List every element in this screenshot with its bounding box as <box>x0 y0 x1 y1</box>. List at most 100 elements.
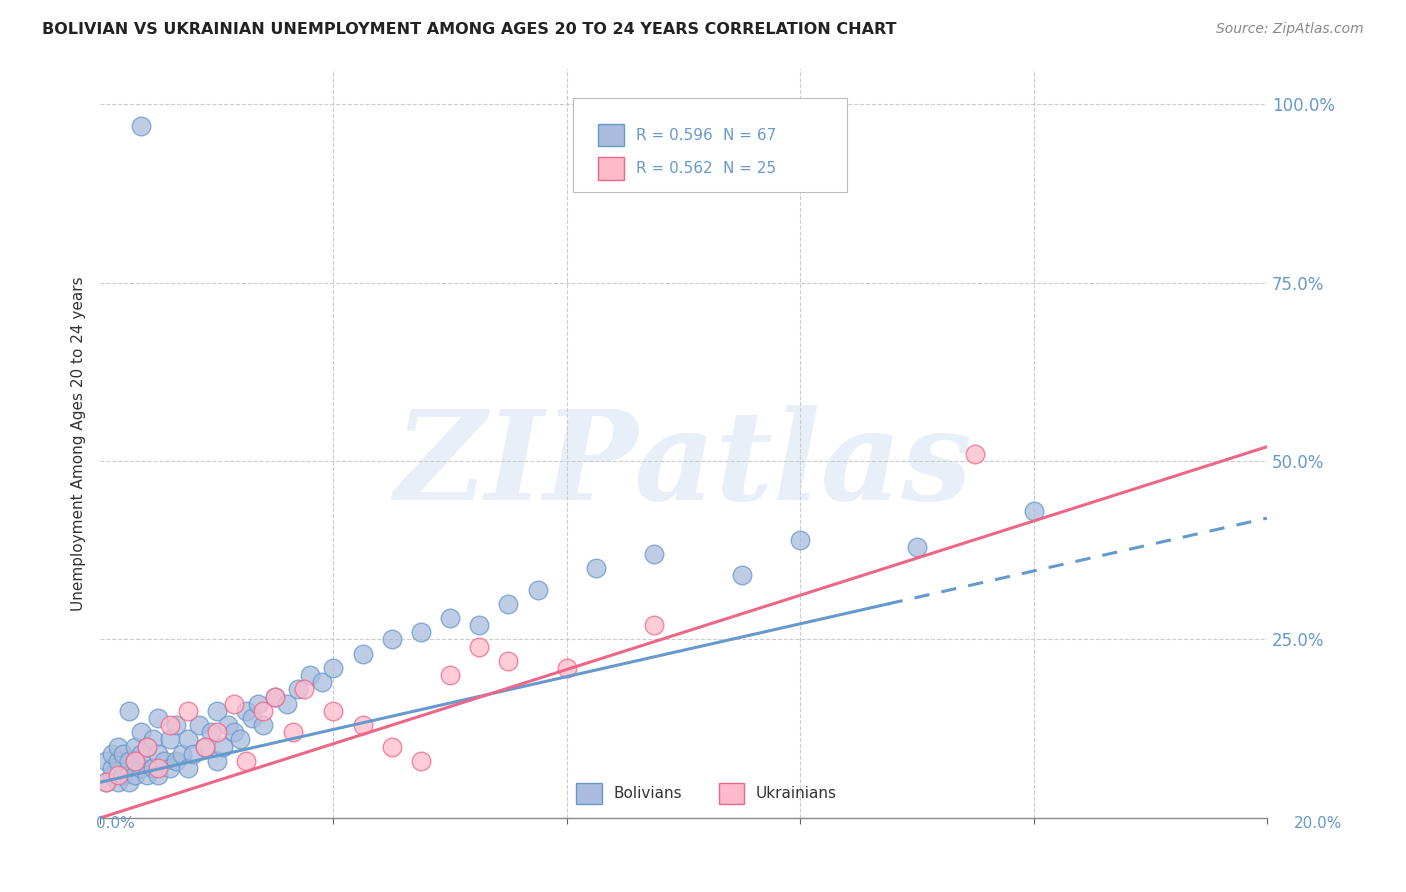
Text: R = 0.562: R = 0.562 <box>636 161 713 176</box>
Point <box>381 632 404 647</box>
Point <box>159 761 181 775</box>
Point <box>148 747 170 761</box>
Point <box>224 725 246 739</box>
Text: N = 25: N = 25 <box>723 161 776 176</box>
Point <box>101 747 124 761</box>
Point <box>352 718 374 732</box>
Point <box>468 618 491 632</box>
Point <box>124 739 146 754</box>
Point <box>107 739 129 754</box>
Point <box>643 547 665 561</box>
Point <box>240 711 263 725</box>
Point <box>229 732 252 747</box>
Point <box>188 718 211 732</box>
Point <box>148 768 170 782</box>
Point <box>183 747 205 761</box>
Point <box>217 718 239 732</box>
Point <box>409 625 432 640</box>
Point <box>439 611 461 625</box>
Y-axis label: Unemployment Among Ages 20 to 24 years: Unemployment Among Ages 20 to 24 years <box>72 276 86 610</box>
Point <box>311 675 333 690</box>
Point <box>118 704 141 718</box>
Point <box>322 704 344 718</box>
Text: R = 0.596: R = 0.596 <box>636 128 713 143</box>
Point <box>94 775 117 789</box>
Text: 20.0%: 20.0% <box>1295 816 1343 830</box>
Point <box>292 682 315 697</box>
Text: N = 67: N = 67 <box>723 128 776 143</box>
Point <box>101 761 124 775</box>
FancyBboxPatch shape <box>576 783 602 805</box>
Point <box>200 725 222 739</box>
Point <box>1022 504 1045 518</box>
Point <box>112 768 135 782</box>
Point <box>194 739 217 754</box>
Point <box>165 718 187 732</box>
Point <box>124 754 146 768</box>
FancyBboxPatch shape <box>599 157 624 179</box>
Point <box>205 754 228 768</box>
Point <box>170 747 193 761</box>
Point <box>246 697 269 711</box>
Point <box>148 711 170 725</box>
Point <box>129 761 152 775</box>
Point <box>159 718 181 732</box>
FancyBboxPatch shape <box>718 783 744 805</box>
Point <box>118 754 141 768</box>
Point <box>322 661 344 675</box>
Point <box>165 754 187 768</box>
Point <box>205 725 228 739</box>
Point <box>142 732 165 747</box>
Point <box>352 647 374 661</box>
Point <box>555 661 578 675</box>
Point <box>264 690 287 704</box>
Point <box>159 732 181 747</box>
Point <box>124 754 146 768</box>
Point <box>409 754 432 768</box>
Point <box>299 668 322 682</box>
Text: BOLIVIAN VS UKRAINIAN UNEMPLOYMENT AMONG AGES 20 TO 24 YEARS CORRELATION CHART: BOLIVIAN VS UKRAINIAN UNEMPLOYMENT AMONG… <box>42 22 897 37</box>
Point <box>135 739 157 754</box>
Point <box>176 761 198 775</box>
Point <box>153 754 176 768</box>
Point <box>381 739 404 754</box>
Point <box>526 582 548 597</box>
Text: Ukrainians: Ukrainians <box>756 787 837 801</box>
Point <box>176 732 198 747</box>
Point <box>129 119 152 133</box>
Point <box>107 775 129 789</box>
Point <box>643 618 665 632</box>
Point <box>439 668 461 682</box>
Point <box>135 768 157 782</box>
Text: 0.0%: 0.0% <box>96 816 135 830</box>
Point <box>731 568 754 582</box>
Point <box>101 768 124 782</box>
Point <box>264 690 287 704</box>
Point <box>176 704 198 718</box>
FancyBboxPatch shape <box>572 98 846 192</box>
Point <box>252 718 274 732</box>
Point <box>224 697 246 711</box>
Point <box>107 754 129 768</box>
Point <box>235 754 257 768</box>
Point <box>135 739 157 754</box>
Point <box>211 739 233 754</box>
Point <box>789 533 811 547</box>
Point <box>112 747 135 761</box>
Point <box>281 725 304 739</box>
Point <box>129 747 152 761</box>
Point <box>129 725 152 739</box>
Text: Bolivians: Bolivians <box>613 787 682 801</box>
Point <box>276 697 298 711</box>
Text: ZIPatlas: ZIPatlas <box>395 405 973 526</box>
Point <box>118 775 141 789</box>
Point <box>252 704 274 718</box>
Point <box>643 112 665 126</box>
Point <box>287 682 309 697</box>
Point <box>498 597 520 611</box>
Point <box>94 775 117 789</box>
Point <box>194 739 217 754</box>
Point <box>468 640 491 654</box>
Text: Source: ZipAtlas.com: Source: ZipAtlas.com <box>1216 22 1364 37</box>
Point <box>107 768 129 782</box>
